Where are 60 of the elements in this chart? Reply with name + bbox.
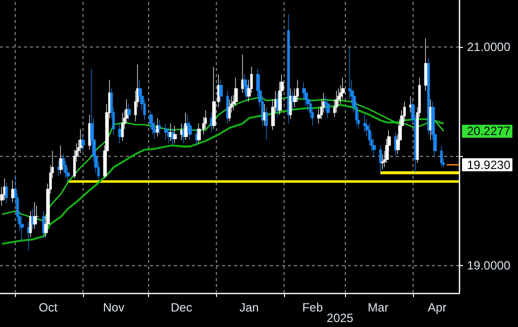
candlestick — [59, 145, 63, 174]
candlestick — [167, 128, 170, 144]
text: 19.9230 — [467, 158, 511, 172]
candlestick — [263, 104, 266, 126]
candlestick — [182, 125, 185, 144]
text: 20.2277 — [467, 124, 511, 138]
candlestick — [27, 222, 30, 251]
candlestick — [241, 54, 244, 94]
candlestick — [35, 205, 39, 224]
candlestick — [11, 180, 15, 203]
candlestick — [219, 80, 223, 102]
candlestick — [424, 38, 428, 92]
candlestick — [153, 121, 157, 140]
candlestick — [173, 125, 177, 144]
candlestick — [127, 104, 131, 121]
candlestick — [171, 128, 174, 146]
candlestick — [276, 92, 279, 118]
candlestick — [265, 106, 268, 140]
y-tick-label: 21.0000 — [467, 40, 511, 54]
candlestick — [429, 99, 432, 140]
candlestick — [335, 90, 338, 113]
candlestick — [42, 210, 45, 239]
candlestick — [81, 134, 85, 152]
x-tick-label: Mar — [368, 300, 388, 314]
candlestick — [158, 120, 161, 135]
candlestick — [226, 90, 229, 124]
candlestick — [212, 66, 216, 130]
candlestick — [228, 99, 231, 122]
candlestick — [326, 99, 330, 118]
candlestick — [379, 145, 382, 174]
candlestick — [164, 123, 168, 140]
candlestick — [289, 88, 292, 120]
candlestick — [287, 14, 290, 124]
candlestick — [440, 145, 443, 168]
y-tick-label: 19.0000 — [467, 258, 511, 273]
candlestick — [29, 210, 32, 238]
candlestick — [381, 154, 384, 170]
line-series — [1, 104, 445, 245]
line-series — [2, 96, 444, 222]
candlestick — [234, 77, 238, 106]
candlestick — [341, 77, 345, 100]
x-tick-label: Oct — [38, 300, 58, 314]
candlestick — [169, 123, 172, 142]
candlestick — [180, 123, 183, 140]
x-tick-label: Feb — [302, 300, 324, 314]
candlestick — [88, 114, 91, 150]
candlestick — [348, 46, 351, 100]
x-tick-label: Dec — [170, 300, 192, 314]
candlestick — [195, 128, 198, 146]
candlestick — [5, 182, 8, 204]
x-tick-label: Nov — [102, 300, 124, 314]
x-tick-label: Jan — [239, 300, 259, 314]
x-tick-label: Apr — [428, 300, 446, 314]
candlestick — [394, 132, 397, 157]
candlestick — [121, 112, 124, 142]
candlestick — [118, 123, 122, 144]
candlestick — [427, 58, 430, 135]
candlestick — [156, 118, 159, 137]
candlestick — [363, 114, 367, 133]
x-axis-title: 2025 — [326, 311, 354, 325]
